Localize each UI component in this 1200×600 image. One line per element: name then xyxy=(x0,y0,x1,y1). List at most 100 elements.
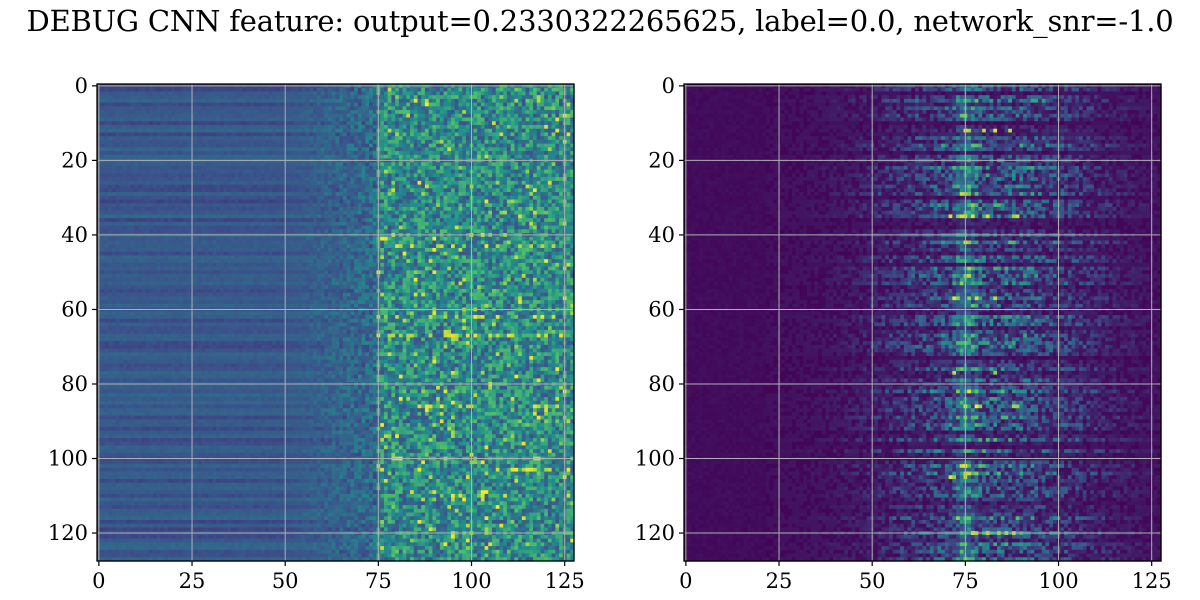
heatmap-cell xyxy=(239,147,243,151)
heatmap-cell xyxy=(287,103,291,107)
heatmap-cell xyxy=(280,95,284,99)
heatmap-cell xyxy=(522,155,526,159)
heatmap-cell xyxy=(231,125,235,129)
heatmap-cell xyxy=(138,166,142,170)
heatmap-cell xyxy=(235,91,239,95)
heatmap-cell xyxy=(559,162,563,166)
heatmap-cell xyxy=(317,121,321,125)
heatmap-cell xyxy=(514,110,518,114)
heatmap-cell xyxy=(172,132,176,136)
heatmap-cell xyxy=(186,129,190,133)
heatmap-cell xyxy=(123,88,127,92)
heatmap-cell xyxy=(369,162,373,166)
heatmap-cell xyxy=(354,121,358,125)
heatmap-cell xyxy=(287,140,291,144)
heatmap-cell xyxy=(145,140,149,144)
heatmap-cell xyxy=(149,166,153,170)
heatmap-cell xyxy=(291,91,295,95)
heatmap-cell xyxy=(499,110,503,114)
heatmap-cell xyxy=(499,151,503,155)
heatmap-cell xyxy=(555,106,559,110)
heatmap-cell xyxy=(108,106,112,110)
heatmap-cell xyxy=(462,129,466,133)
heatmap-cell xyxy=(164,110,168,114)
heatmap-cell xyxy=(533,110,537,114)
heatmap-cell xyxy=(134,162,138,166)
heatmap-cell xyxy=(429,136,433,140)
heatmap-cell xyxy=(485,95,489,99)
heatmap-cell xyxy=(224,125,228,129)
heatmap-cell xyxy=(451,91,455,95)
heatmap-cell xyxy=(417,140,421,144)
heatmap-cell xyxy=(537,129,541,133)
heatmap-cell xyxy=(466,140,470,144)
heatmap-cell xyxy=(138,99,142,103)
heatmap-cell xyxy=(261,106,265,110)
heatmap-cell xyxy=(239,132,243,136)
heatmap-cell xyxy=(153,147,157,151)
heatmap-cell xyxy=(567,155,571,159)
heatmap-cell xyxy=(362,140,366,144)
heatmap-cell xyxy=(399,147,403,151)
heatmap-cell xyxy=(485,151,489,155)
heatmap-cell xyxy=(406,129,410,133)
heatmap-cell xyxy=(552,91,556,95)
heatmap-cell xyxy=(485,88,489,92)
heatmap-cell xyxy=(540,121,544,125)
heatmap-cell xyxy=(417,144,421,148)
heatmap-cell xyxy=(287,110,291,114)
heatmap-cell xyxy=(227,140,231,144)
heatmap-cell xyxy=(328,147,332,151)
heatmap-cell xyxy=(559,155,563,159)
heatmap-cell xyxy=(373,95,377,99)
heatmap-cell xyxy=(108,166,112,170)
heatmap-cell xyxy=(119,129,123,133)
heatmap-cell xyxy=(492,103,496,107)
heatmap-cell xyxy=(149,91,153,95)
heatmap-cell xyxy=(473,110,477,114)
heatmap-cell xyxy=(496,136,500,140)
heatmap-cell xyxy=(104,136,108,140)
heatmap-cell xyxy=(220,132,224,136)
heatmap-cell xyxy=(369,155,373,159)
heatmap-cell xyxy=(227,155,231,159)
heatmap-cell xyxy=(455,162,459,166)
heatmap-cell xyxy=(108,132,112,136)
heatmap-cell xyxy=(518,95,522,99)
heatmap-cell xyxy=(328,103,332,107)
heatmap-cell xyxy=(276,140,280,144)
heatmap-cell xyxy=(257,99,261,103)
heatmap-cell xyxy=(432,118,436,122)
heatmap-cell xyxy=(395,91,399,95)
heatmap-cell xyxy=(198,155,202,159)
heatmap-cell xyxy=(220,155,224,159)
heatmap-cell xyxy=(332,129,336,133)
heatmap-cell xyxy=(298,125,302,129)
heatmap-cell xyxy=(209,99,213,103)
heatmap-cell xyxy=(544,118,548,122)
heatmap-cell xyxy=(265,121,269,125)
heatmap-cell xyxy=(119,162,123,166)
heatmap-cell xyxy=(127,110,131,114)
heatmap-cell xyxy=(321,136,325,140)
heatmap-cell xyxy=(142,106,146,110)
heatmap-cell xyxy=(201,88,205,92)
heatmap-cell xyxy=(175,95,179,99)
heatmap-cell xyxy=(514,155,518,159)
heatmap-cell xyxy=(324,144,328,148)
heatmap-cell xyxy=(473,151,477,155)
heatmap-cell xyxy=(216,162,220,166)
heatmap-cell xyxy=(179,114,183,118)
heatmap-cell xyxy=(432,95,436,99)
heatmap-cell xyxy=(257,129,261,133)
heatmap-cell xyxy=(429,151,433,155)
heatmap-cell xyxy=(540,136,544,140)
heatmap-cell xyxy=(380,114,384,118)
heatmap-cell xyxy=(410,144,414,148)
heatmap-cell xyxy=(213,110,217,114)
heatmap-cell xyxy=(436,151,440,155)
heatmap-panel-left: 0 25 50 75 100 125020406080100120 xyxy=(48,74,585,593)
heatmap-cell xyxy=(526,151,530,155)
heatmap-cell xyxy=(186,132,190,136)
heatmap-cell xyxy=(522,132,526,136)
